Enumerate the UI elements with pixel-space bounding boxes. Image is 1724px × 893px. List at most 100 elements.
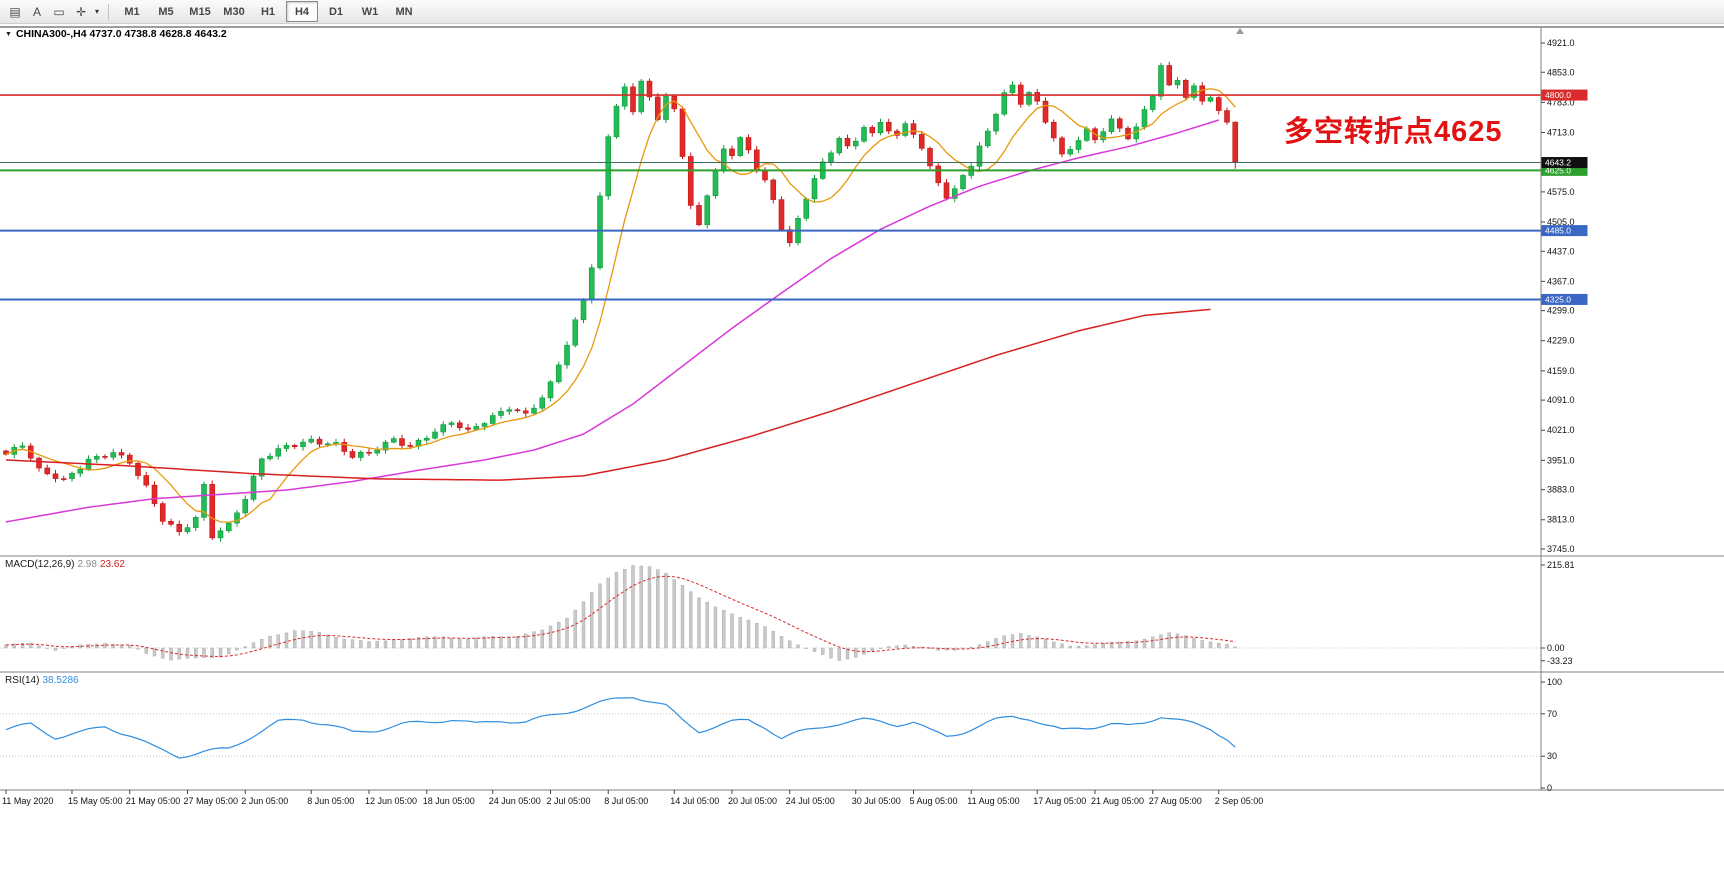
price-axis[interactable]: 4921.0 4853.0 4783.0 4713.0 4575.0 4505.0 4437… xyxy=(1541,38,1575,554)
time-axis-label: 18 Jun 05:00 xyxy=(423,796,475,806)
time-axis-label: 27 May 05:00 xyxy=(184,796,239,806)
time-axis-label: 11 May 2020 xyxy=(2,796,53,806)
time-axis-label: 2 Sep 05:00 xyxy=(1215,796,1264,806)
ma-slow-line xyxy=(5,308,1211,481)
price-axis-label: 3745.0 xyxy=(1547,544,1575,554)
macd-axis[interactable]: 215.81 0.00 -33.23 xyxy=(1541,560,1575,666)
price-badge-pivot xyxy=(1541,164,1588,176)
time-axis-label: 2 Jul 05:00 xyxy=(547,796,591,806)
macd-label: MACD(12,26,9) 2.98 23.62 xyxy=(5,559,125,570)
macd-axis-label: 215.81 xyxy=(1547,560,1575,570)
price-badge-label: 4643.2 xyxy=(1545,158,1571,168)
price-badge-support xyxy=(1541,225,1588,237)
rsi-axis-label: 100 xyxy=(1547,677,1562,687)
time-axis-label: 8 Jul 05:00 xyxy=(604,796,648,806)
symbol-header: ▼ CHINA300-,H4 4737.0 4738.8 4628.8 4643… xyxy=(5,28,227,40)
indicator-levels xyxy=(0,647,1541,757)
chart-collapse-icon[interactable]: ▼ xyxy=(5,30,12,38)
time-axis-label: 21 Aug 05:00 xyxy=(1091,796,1144,806)
time-axis-label: 11 Aug 05:00 xyxy=(967,796,1019,806)
time-axis-label: 20 Jul 05:00 xyxy=(728,796,777,806)
macd-histogram xyxy=(4,565,1237,661)
pane-separators xyxy=(0,26,1724,791)
time-axis-label: 24 Jul 05:00 xyxy=(786,796,835,806)
chart-shift-marker xyxy=(1236,28,1244,34)
timeframe-button-H4[interactable]: H4 xyxy=(286,1,318,22)
price-axis-label: 4021.0 xyxy=(1547,425,1575,435)
rectangle-tool-icon[interactable]: ▭ xyxy=(53,4,65,19)
time-axis-label: 5 Aug 05:00 xyxy=(910,796,958,806)
rsi-axis-label: 70 xyxy=(1547,709,1557,719)
price-badge-resistance xyxy=(1541,89,1588,101)
time-axis-label: 15 May 05:00 xyxy=(68,796,123,806)
time-axis-label: 8 Jun 05:00 xyxy=(307,796,354,806)
price-axis-label: 4367.0 xyxy=(1547,276,1575,286)
ma-fast-line xyxy=(5,87,1236,523)
time-axis-label: 2 Jun 05:00 xyxy=(241,796,288,806)
price-axis-label: 4229.0 xyxy=(1547,336,1575,346)
time-axis-label: 24 Jun 05:00 xyxy=(489,796,541,806)
time-axis-label: 27 Aug 05:00 xyxy=(1149,796,1202,806)
chart-canvas[interactable]: 4921.0 4853.0 4783.0 4713.0 4575.0 4505.0 4437… xyxy=(0,24,1724,893)
symbol-ohlc-text: CHINA300-,H4 4737.0 4738.8 4628.8 4643.2 xyxy=(15,28,227,40)
timeframe-button-M1[interactable]: M1 xyxy=(124,5,140,18)
rsi-label: RSI(14) 38.5286 xyxy=(5,675,79,686)
rsi-params-text: RSI(14) xyxy=(5,675,40,686)
price-axis-label: 4159.0 xyxy=(1547,366,1575,376)
price-badge-label: 4325.0 xyxy=(1545,294,1571,304)
macd-main-value: 2.98 xyxy=(77,559,97,570)
price-axis-label: 4299.0 xyxy=(1547,306,1575,316)
timeframe-button-M15[interactable]: M15 xyxy=(189,5,211,18)
annotation-text[interactable]: 多空转折点4625 xyxy=(1284,116,1503,148)
price-badge-support xyxy=(1541,293,1588,305)
time-axis-label: 14 Jul 05:00 xyxy=(670,796,719,806)
rsi-line xyxy=(5,697,1236,759)
macd-axis-label: 0.00 xyxy=(1547,643,1565,653)
price-axis-label: 4921.0 xyxy=(1547,38,1575,48)
toolbar-separator xyxy=(108,3,109,20)
price-badge-label: 4625.0 xyxy=(1545,165,1571,175)
macd-signal-value: 23.62 xyxy=(99,559,125,570)
price-axis-label: 4437.0 xyxy=(1547,246,1575,256)
macd-axis-label: -33.23 xyxy=(1547,656,1573,666)
time-axis-label: 17 Aug 05:00 xyxy=(1033,796,1086,806)
timeframe-button-M30[interactable]: M30 xyxy=(223,5,245,18)
price-axis-label: 4505.0 xyxy=(1547,217,1575,227)
toolbar: ▤ A ▭ ✛ ▾ M1 M5 M15 M30 H1 H4 D1 W1 MN xyxy=(0,0,1724,24)
rsi-axis-label: 0 xyxy=(1547,783,1552,793)
time-axis[interactable]: 11 May 2020 15 May 05:00 21 May 05:00 27 Ma… xyxy=(2,790,1263,806)
price-badges: 4800.0 4625.0 4485.0 4325.0 4643.2 xyxy=(1541,89,1588,305)
crosshair-tool-icon[interactable]: ✛ xyxy=(75,4,87,19)
horizontal-lines[interactable] xyxy=(0,94,1541,301)
time-axis-label: 12 Jun 05:00 xyxy=(365,796,417,806)
price-axis-label: 3883.0 xyxy=(1547,485,1575,495)
price-axis-label: 4575.0 xyxy=(1547,187,1575,197)
templates-icon[interactable]: ▤ xyxy=(9,4,21,19)
cursor-dropdown-caret[interactable]: ▾ xyxy=(94,7,99,16)
timeframe-button-W1[interactable]: W1 xyxy=(361,5,379,18)
timeframe-button-MN[interactable]: MN xyxy=(395,5,413,18)
rsi-axis-label: 30 xyxy=(1547,751,1557,761)
price-axis-label: 4713.0 xyxy=(1547,127,1575,137)
price-axis-label: 4091.0 xyxy=(1547,395,1575,405)
price-badge-label: 4800.0 xyxy=(1545,90,1571,100)
rsi-axis[interactable]: 100 70 30 0 xyxy=(1541,677,1562,793)
time-axis-label: 21 May 05:00 xyxy=(126,796,181,806)
time-axis-label: 30 Jul 05:00 xyxy=(852,796,901,806)
timeframe-group: M1 M5 M15 M30 H1 H4 D1 W1 MN xyxy=(115,1,421,22)
price-axis-label: 4783.0 xyxy=(1547,97,1575,107)
timeframe-button-D1[interactable]: D1 xyxy=(328,5,344,18)
price-badge-current xyxy=(1541,157,1588,169)
candles xyxy=(3,61,1239,542)
timeframe-button-M5[interactable]: M5 xyxy=(158,5,174,18)
ma-mid-line xyxy=(5,119,1219,523)
price-badge-label: 4485.0 xyxy=(1545,226,1571,236)
macd-signal-line xyxy=(5,575,1236,657)
rsi-value: 38.5286 xyxy=(42,675,79,686)
price-axis-label: 3951.0 xyxy=(1547,455,1575,465)
timeframe-button-H1[interactable]: H1 xyxy=(260,5,276,18)
text-tool-icon[interactable]: A xyxy=(32,4,41,19)
price-axis-label: 3813.0 xyxy=(1547,515,1575,525)
drawing-tools-group: ▤ A ▭ ✛ ▾ xyxy=(4,2,102,22)
price-axis-label: 4853.0 xyxy=(1547,67,1575,77)
